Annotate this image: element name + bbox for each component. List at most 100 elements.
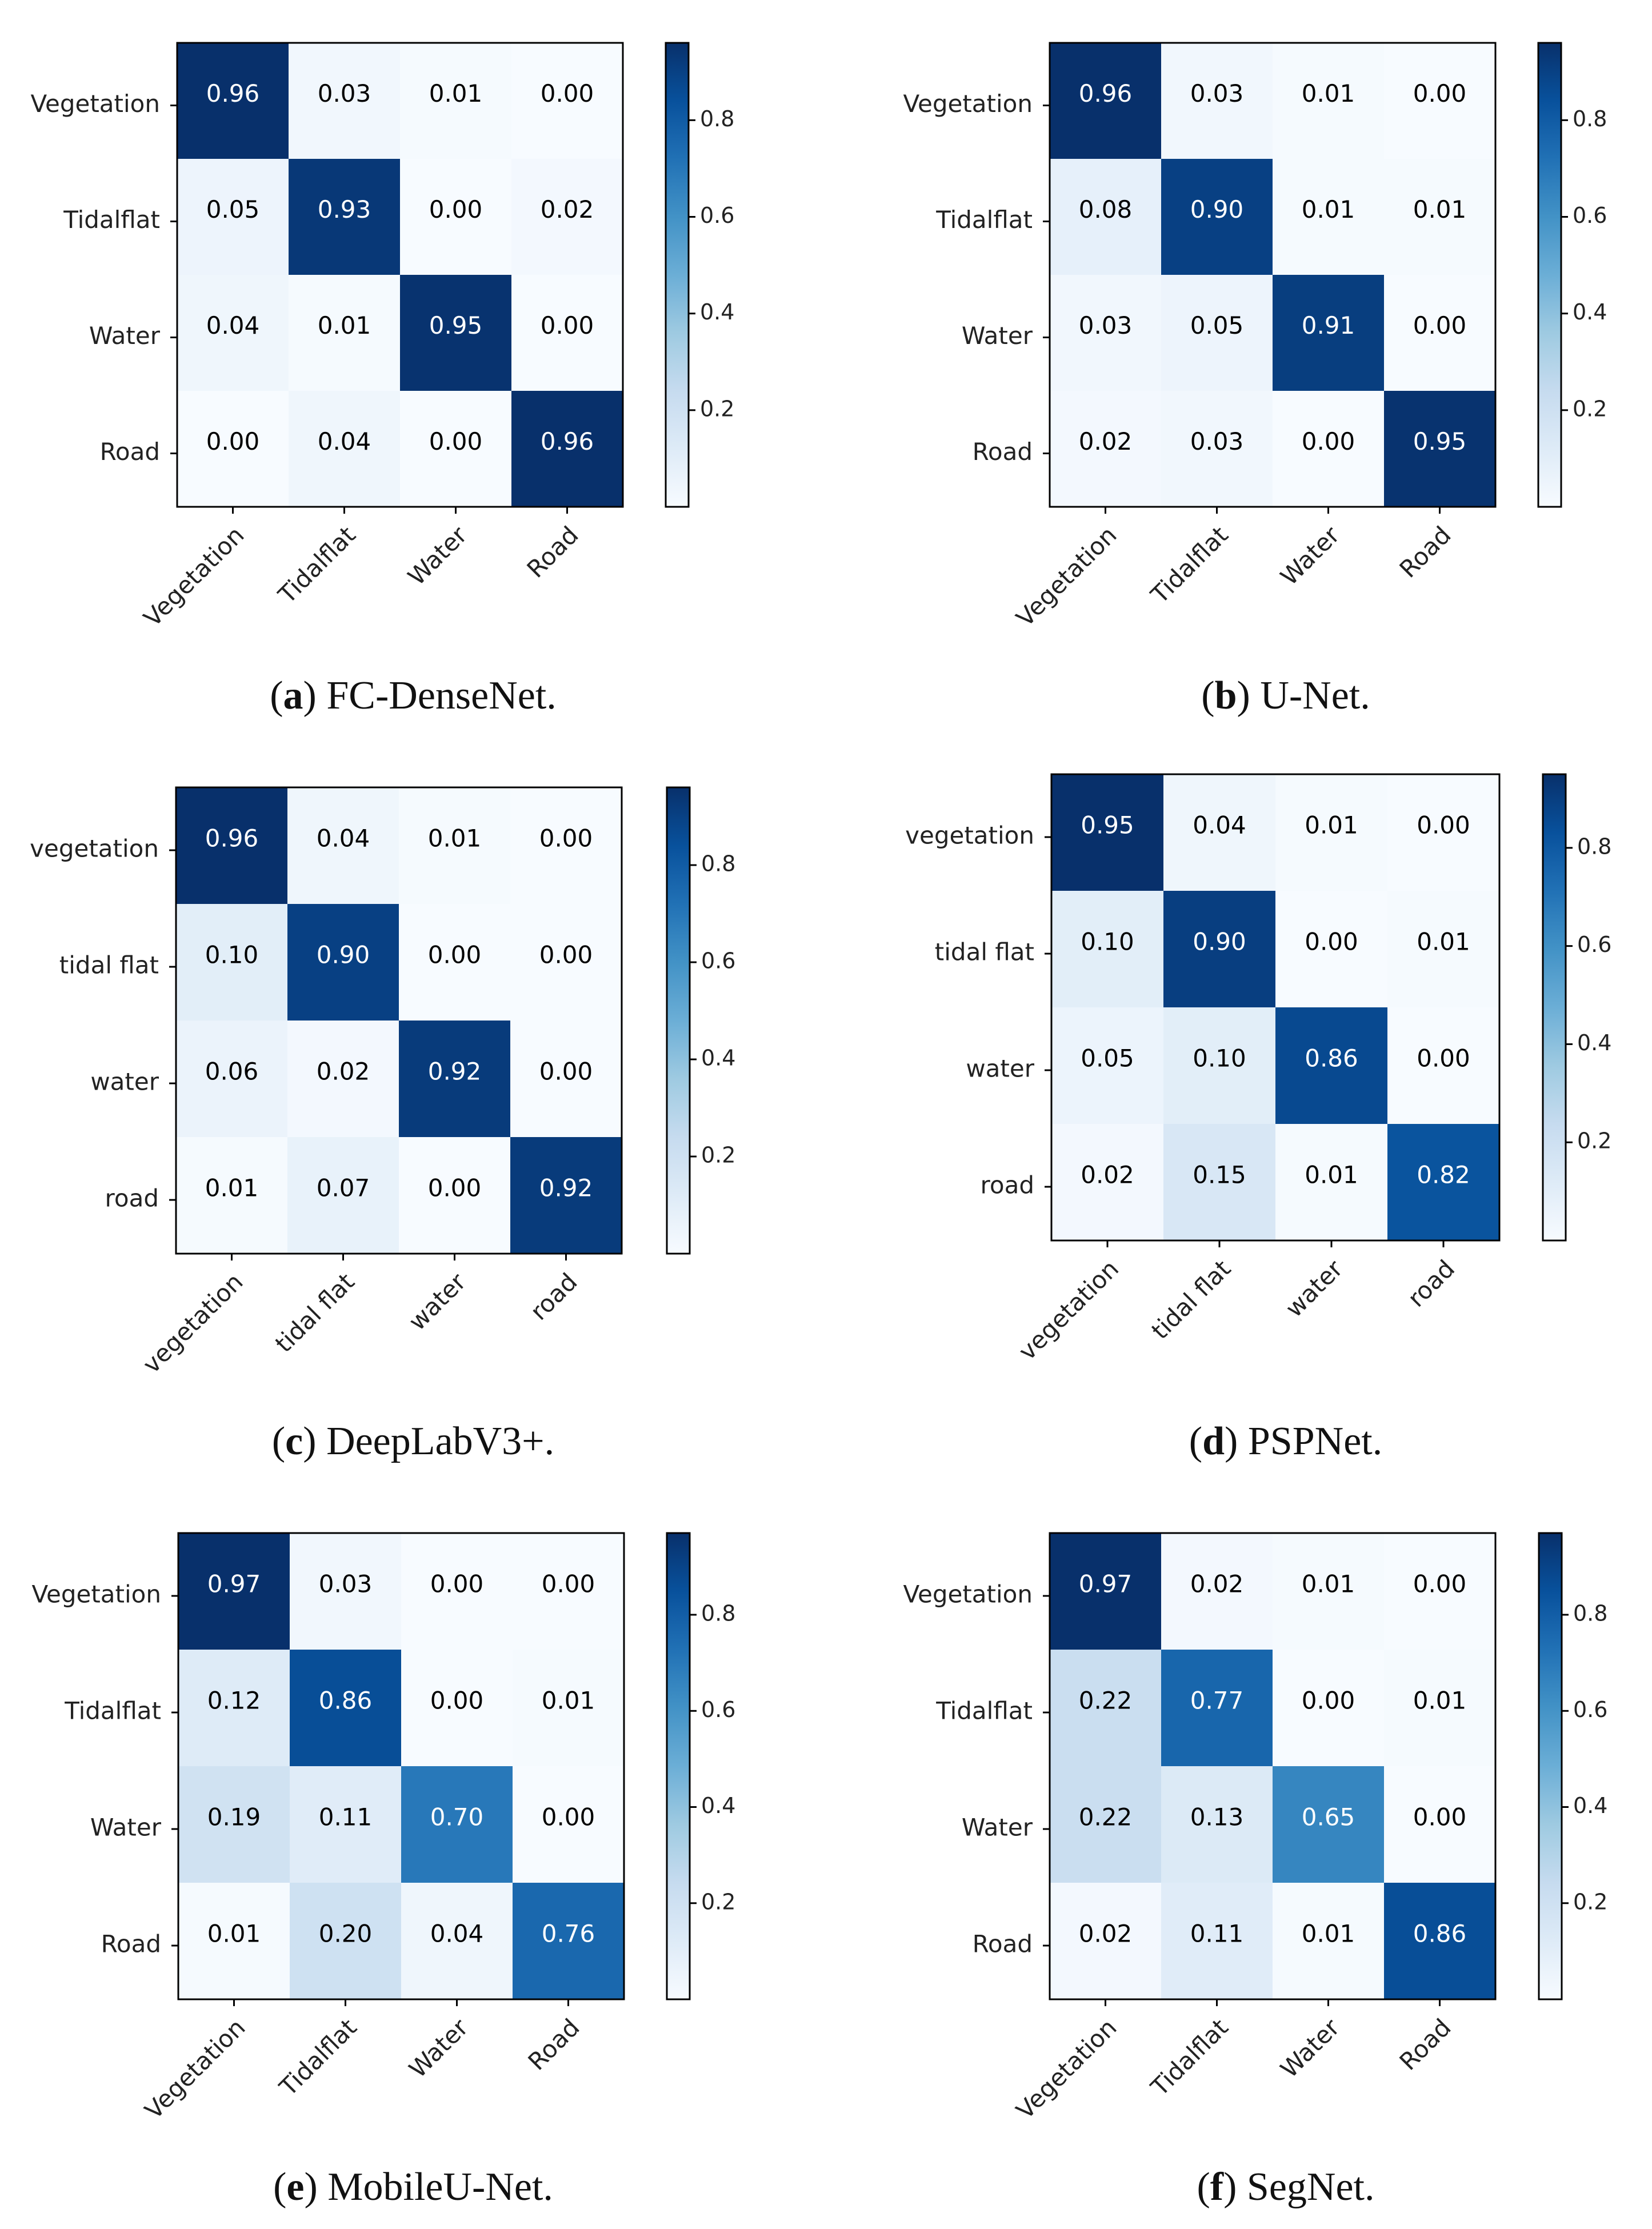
heatmap-cell	[1273, 1533, 1384, 1650]
panel-c-deeplabv3: 0.96 0.04 0.01 0.00 0.10 0.90 0.00 0.00 0.06 0.02…	[30, 786, 735, 1463]
heatmap-cell	[178, 1533, 290, 1650]
cell-value-label: 0.82	[1417, 1161, 1470, 1189]
x-tick-label: Road	[1394, 2014, 1457, 2076]
panel-letter: a	[283, 674, 303, 718]
panel-model-name: MobileU-Net.	[327, 2165, 553, 2209]
colorbar-tick-label: 0.6	[701, 1697, 735, 1722]
cell-value-label: 0.10	[1081, 928, 1134, 956]
cell-value-label: 0.01	[318, 311, 371, 339]
heatmap-cell	[399, 1137, 510, 1254]
cell-value-label: 0.05	[1081, 1045, 1134, 1073]
heatmap-cell	[287, 1137, 399, 1254]
colorbar-tick-label: 0.4	[701, 1046, 735, 1071]
heatmap-cell	[400, 43, 511, 159]
heatmap-cell	[178, 1883, 290, 1999]
cell-value-label: 0.06	[205, 1058, 259, 1086]
cell-value-label: 0.95	[1081, 811, 1134, 839]
cell-value-label: 0.01	[1305, 1161, 1358, 1189]
heatmap-cell	[1163, 1007, 1275, 1124]
heatmap-cell	[399, 904, 510, 1021]
heatmap-cell	[1273, 43, 1384, 159]
colorbar-tick-label: 0.6	[701, 949, 735, 974]
heatmap-cell	[178, 1650, 290, 1766]
cell-value-label: 0.95	[429, 311, 483, 339]
heatmap-cell	[1050, 391, 1161, 507]
heatmap-cell	[1273, 391, 1384, 507]
x-tick-label: Vegetation	[1011, 521, 1122, 633]
heatmap-cell	[513, 1650, 624, 1766]
heatmap-cell	[1050, 1533, 1161, 1650]
heatmap-cell	[1051, 774, 1163, 891]
matrix-frame	[175, 786, 623, 1255]
heatmap-cell	[177, 159, 289, 275]
heatmap-cell	[513, 1533, 624, 1650]
y-tick-label: Tidalflat	[935, 206, 1033, 234]
heatmap-cell	[1051, 1007, 1163, 1124]
colorbar-tick-label: 0.2	[700, 396, 734, 421]
cell-value-label: 0.02	[541, 195, 594, 223]
cell-value-label: 0.01	[1413, 195, 1467, 223]
heatmap-cell	[289, 391, 400, 507]
matrix-frame	[1050, 773, 1501, 1242]
x-tick-label: Tidalflat	[1145, 521, 1234, 610]
heatmap-cell	[1161, 1650, 1273, 1766]
heatmap-cell	[1387, 774, 1499, 891]
panel-letter: d	[1202, 1419, 1225, 1463]
colorbar-tick-label: 0.2	[701, 1889, 735, 1914]
heatmap-cell	[1050, 1766, 1161, 1883]
cell-value-label: 0.01	[1302, 195, 1355, 223]
panel-letter: e	[286, 2165, 304, 2209]
heatmap-cell	[510, 904, 622, 1021]
cell-value-label: 0.04	[206, 311, 260, 339]
y-tick-label: Road	[100, 438, 160, 466]
colorbar-tick-label: 0.4	[700, 299, 734, 325]
cell-value-label: 0.96	[1079, 79, 1133, 107]
colorbar-tick-label: 0.8	[1573, 1601, 1607, 1626]
cell-value-label: 0.03	[318, 79, 371, 107]
heatmap-cell	[401, 1766, 513, 1883]
y-tick-label: Water	[90, 1814, 162, 1842]
heatmap-cell	[176, 1021, 287, 1137]
cell-value-label: 0.22	[1079, 1687, 1133, 1715]
cell-value-label: 0.00	[1413, 79, 1467, 107]
cell-value-label: 0.77	[1190, 1687, 1244, 1715]
y-tick-label: Vegetation	[903, 1580, 1033, 1608]
x-tick-label: Water	[1275, 2013, 1345, 2083]
colorbar-tick-label: 0.4	[1573, 1793, 1607, 1818]
cell-value-label: 0.00	[539, 941, 593, 969]
cell-value-label: 0.70	[430, 1803, 484, 1831]
cell-value-label: 0.03	[1079, 311, 1133, 339]
heatmap-cell	[1161, 1766, 1273, 1883]
heatmap-cell	[1384, 391, 1495, 507]
heatmap-cell	[287, 904, 399, 1021]
colorbar-tick-label: 0.2	[701, 1143, 735, 1168]
panel-a-fc-densenet: 0.96 0.03 0.01 0.00 0.05 0.93 0.00 0.02 0.04 0.01…	[31, 42, 734, 718]
cell-value-label: 0.00	[539, 825, 593, 853]
x-tick-label: vegetation	[1013, 1255, 1124, 1366]
y-tick-label: road	[981, 1171, 1034, 1199]
cell-value-label: 0.93	[318, 195, 371, 223]
heatmap-cell	[177, 43, 289, 159]
y-tick-label: Road	[101, 1930, 161, 1958]
x-tick-label: road	[525, 1268, 582, 1326]
cell-value-label: 0.96	[541, 427, 594, 455]
y-tick-label: Vegetation	[903, 90, 1033, 118]
cell-value-label: 0.10	[1193, 1045, 1246, 1073]
heatmap-cell	[1050, 275, 1161, 391]
heatmap-cell	[178, 1766, 290, 1883]
cell-value-label: 0.00	[428, 1174, 482, 1202]
cell-value-label: 0.97	[1079, 1570, 1133, 1598]
y-tick-label: Vegetation	[32, 1580, 161, 1608]
heatmap-cell	[1051, 891, 1163, 1007]
heatmap-cell	[1384, 159, 1495, 275]
heatmap-cell	[399, 787, 510, 904]
heatmap-cell	[1273, 1766, 1384, 1883]
cell-value-label: 0.04	[318, 427, 371, 455]
heatmap-cell	[511, 391, 623, 507]
heatmap-cell	[289, 43, 400, 159]
cell-value-label: 0.00	[428, 941, 482, 969]
heatmap-cell	[1275, 1124, 1387, 1240]
panel-model-name: SegNet.	[1247, 2165, 1375, 2209]
x-tick-label: Road	[523, 2014, 585, 2076]
cell-value-label: 0.90	[1190, 195, 1244, 223]
